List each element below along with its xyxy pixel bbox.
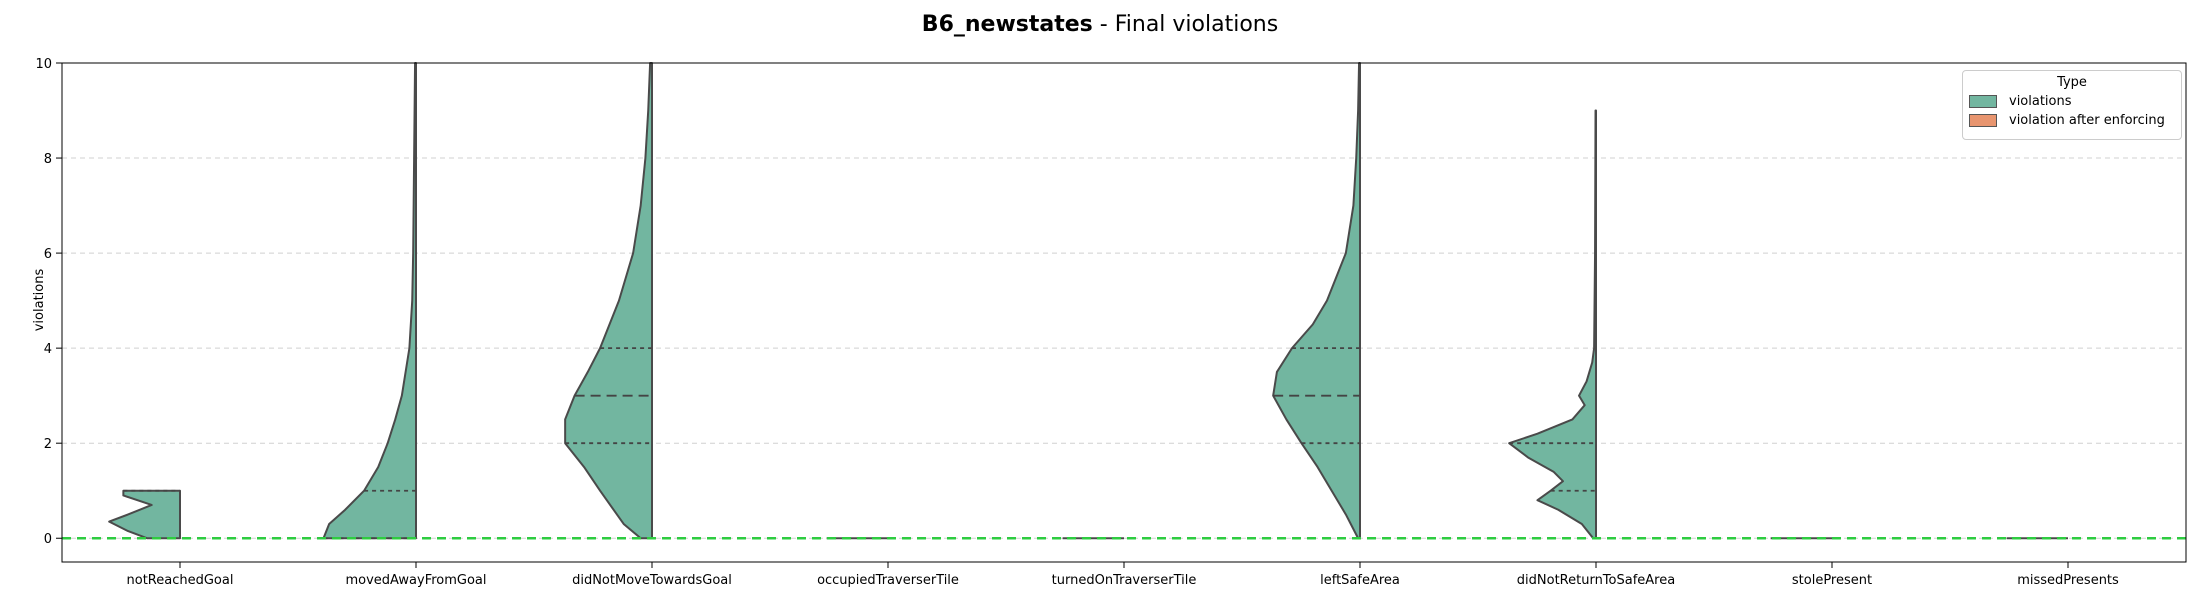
- y-tick-label: 8: [44, 152, 52, 167]
- x-tick-label: turnedOnTraverserTile: [1052, 573, 1197, 588]
- violin-body: [1508, 109, 1597, 540]
- x-tick-label: missedPresents: [2017, 573, 2119, 588]
- violin-body: [322, 62, 417, 540]
- legend-label-after-enforcing: violation after enforcing: [2009, 113, 2165, 128]
- legend-swatch-violations: [1969, 95, 1997, 108]
- violin-layer: [62, 62, 2186, 540]
- legend-entry-after-enforcing: violation after enforcing: [1969, 113, 2181, 128]
- x-tick-label: notReachedGoal: [127, 573, 234, 588]
- y-tick-label: 10: [35, 57, 52, 72]
- y-axis-label: violations: [31, 268, 47, 332]
- legend-title: Type: [2057, 75, 2087, 90]
- axes: 0 2 4 6 8 10 notReachedGoal movedAwayFromGoal di…: [35, 57, 2187, 588]
- y-tick-label: 4: [44, 342, 52, 357]
- x-tick-label: leftSafeArea: [1320, 573, 1400, 588]
- x-tick-label: occupiedTraverserTile: [817, 573, 959, 588]
- x-tick-label: didNotMoveTowardsGoal: [572, 573, 732, 588]
- violin-body: [1272, 62, 1361, 540]
- violin-body: [564, 62, 653, 540]
- chart-title-rest: - Final violations: [1092, 12, 1279, 37]
- y-tick-label: 6: [44, 247, 52, 262]
- y-tick-label: 2: [44, 437, 52, 452]
- chart-title-bold: B6_newstates: [921, 12, 1093, 37]
- violin-body: [108, 489, 181, 540]
- legend-entry-violations: violations: [1969, 94, 2181, 109]
- x-tick-label: stolePresent: [1792, 573, 1872, 588]
- x-tick-label: didNotReturnToSafeArea: [1517, 573, 1675, 588]
- legend: Type violations violation after enforcin…: [1962, 70, 2182, 140]
- chart-title: B6_newstates - Final violations: [0, 12, 2200, 37]
- x-tick-label: movedAwayFromGoal: [345, 573, 486, 588]
- y-tick-label: 0: [44, 532, 52, 547]
- legend-swatch-after-enforcing: [1969, 114, 1997, 127]
- legend-label-violations: violations: [2009, 94, 2072, 109]
